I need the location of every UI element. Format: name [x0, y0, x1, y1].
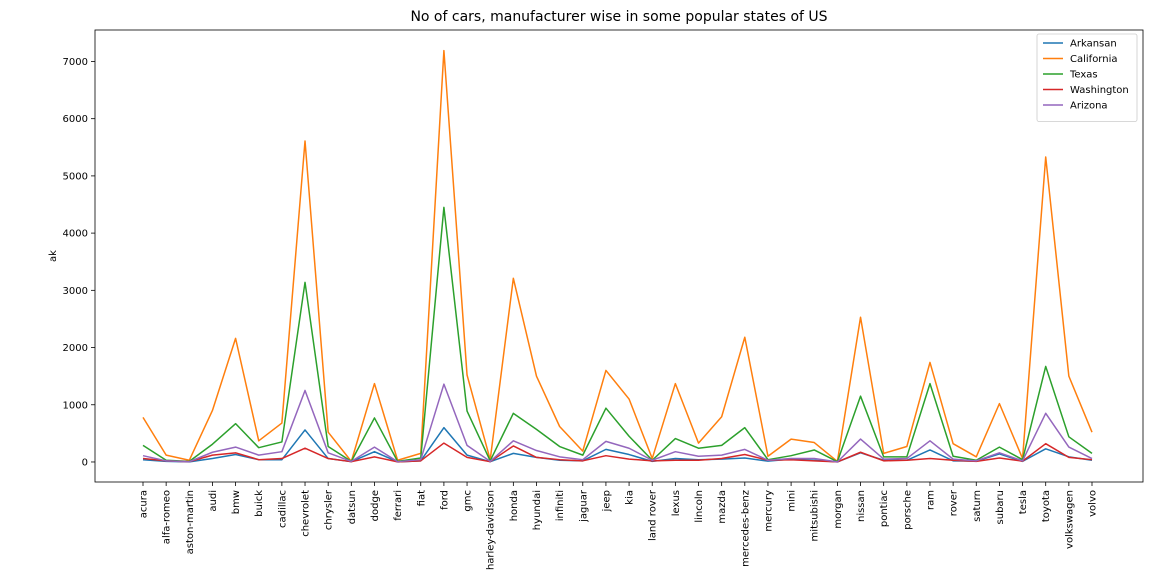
x-tick-label: datsun: [347, 490, 358, 524]
x-tick-label: rover: [949, 489, 960, 516]
x-tick-label: kia: [625, 490, 636, 505]
x-tick-label: pontiac: [879, 490, 890, 527]
x-tick-label: toyota: [1041, 490, 1052, 522]
x-tick-label: subaru: [995, 490, 1006, 524]
x-tick-label: acura: [139, 490, 150, 518]
x-tick-label: morgan: [833, 490, 844, 529]
x-tick-label: porsche: [902, 490, 913, 530]
series-line-california: [142, 49, 1093, 463]
legend-label: Texas: [1069, 70, 1098, 81]
x-tick-label: ferrari: [393, 490, 404, 521]
y-axis: 0 1000 2000 3000 4000 5000 6000 7000: [63, 57, 95, 468]
legend-label: Arkansan: [1070, 39, 1117, 50]
x-tick-label: gmc: [463, 490, 474, 512]
x-tick-label: ram: [925, 490, 936, 510]
y-tick-label: 0: [82, 457, 88, 468]
x-tick-label: volvo: [1088, 490, 1099, 517]
legend: Arkansan California Texas Washington Arizona: [1036, 33, 1138, 122]
series-lines: [142, 49, 1093, 463]
x-tick-label: infiniti: [555, 490, 566, 521]
x-tick-label: buick: [254, 490, 265, 517]
series-line-arizona: [142, 383, 1093, 463]
x-tick-label: cadillac: [277, 490, 288, 528]
y-tick-label: 5000: [63, 171, 88, 182]
x-tick-label: jeep: [601, 490, 612, 512]
x-tick-label: mercury: [763, 490, 774, 532]
y-tick-label: 1000: [63, 400, 88, 411]
y-axis-label: ak: [48, 250, 59, 262]
x-tick-label: dodge: [370, 490, 381, 521]
x-tick-label: fiat: [416, 490, 427, 506]
chart-title: No of cars, manufacturer wise in some po…: [410, 9, 827, 25]
x-tick-label: aston-martin: [185, 490, 196, 554]
series-line-arkansan: [142, 426, 1093, 463]
x-tick-label: jaguar: [578, 489, 589, 523]
x-tick-label: audi: [208, 490, 219, 512]
legend-label: Washington: [1070, 85, 1129, 96]
x-axis: acura alfa-romeo aston-martin audi bmw buick c…: [139, 482, 1099, 570]
x-tick-label: chrysler: [324, 489, 335, 530]
x-tick-label: hyundai: [532, 490, 543, 530]
x-tick-label: chevrolet: [301, 490, 312, 537]
x-tick-label: alfa-romeo: [162, 490, 173, 544]
x-tick-label: mercedes-benz: [740, 490, 751, 567]
x-tick-label: mazda: [717, 490, 728, 524]
legend-label: Arizona: [1070, 101, 1108, 112]
series-line-texas: [142, 206, 1093, 463]
x-tick-label: tesla: [1018, 490, 1029, 514]
x-tick-label: bmw: [231, 490, 242, 514]
x-tick-label: harley-davidson: [486, 490, 497, 570]
legend-frame: [1036, 33, 1138, 122]
y-tick-label: 4000: [63, 229, 88, 240]
y-tick-label: 3000: [63, 286, 88, 297]
x-tick-label: ford: [439, 490, 450, 510]
series-line-washington: [142, 442, 1093, 463]
x-tick-label: mitsubishi: [810, 490, 821, 541]
x-tick-label: honda: [509, 490, 520, 521]
x-tick-label: lincoln: [694, 490, 705, 523]
x-tick-label: nissan: [856, 490, 867, 522]
y-tick-label: 6000: [63, 114, 88, 125]
x-tick-label: land rover: [648, 489, 659, 541]
legend-label: California: [1070, 54, 1118, 65]
x-tick-label: volkswagen: [1064, 490, 1075, 549]
x-tick-label: saturn: [972, 490, 983, 522]
x-tick-label: lexus: [671, 490, 682, 516]
x-tick-label: mini: [787, 490, 798, 512]
plot-frame: [94, 29, 1144, 483]
y-tick-label: 2000: [63, 343, 88, 354]
y-tick-label: 7000: [63, 57, 88, 68]
